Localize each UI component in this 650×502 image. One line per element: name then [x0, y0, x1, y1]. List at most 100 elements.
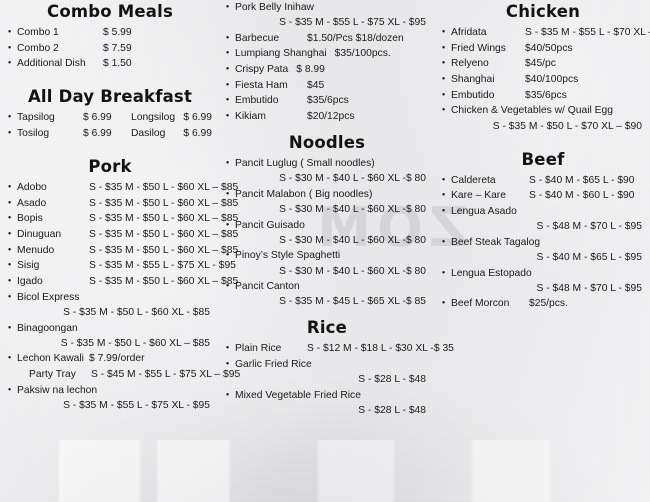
menu-item-name: Pancit Malabon ( Big noodles)	[235, 188, 373, 200]
section-title: Noodles	[288, 132, 366, 152]
list-bullet-icon: •	[8, 197, 12, 208]
list-bullet-icon: •	[226, 32, 230, 43]
menu-item-price: $ 6.99	[83, 128, 112, 139]
menu-section-all-day-breakfast: All Day Breakfast • Tapsilog $ 6.99 Longsilo…	[8, 85, 212, 142]
menu-item-row: S - $35 M - $50 L - $60 XL - $85	[8, 306, 212, 321]
list-bullet-icon: •	[226, 280, 230, 291]
list-bullet-icon: •	[8, 291, 12, 302]
menu-item-row: • Combo 1 $ 5.99	[8, 25, 212, 41]
menu-item-price: S - $35 M - $50 L - $60 XL – $85	[89, 244, 239, 256]
menu-item-price: S - $48 M - $70 L - $95	[536, 282, 642, 294]
list-bullet-icon: •	[8, 111, 12, 122]
menu-item-row: • Tapsilog $ 6.99 Longsilog $ 6.99	[8, 111, 212, 127]
menu-item-row: S - $48 M - $70 L - $95	[442, 282, 644, 297]
menu-item-price: S - $28 L - $48	[358, 374, 426, 386]
list-bullet-icon: •	[226, 94, 230, 105]
list-bullet-icon: •	[442, 26, 446, 37]
menu-section-combo-meals: Combo Meals • Combo 1 $ 5.99 • Combo 2 $ 7.59 •…	[8, 0, 212, 72]
menu-item-price: S - $35 M - $45 L - $65 XL -$ 85	[279, 296, 426, 308]
list-bullet-icon: •	[226, 1, 230, 12]
menu-section-noodles: Noodles • Pancit Luglug ( Small noodles) S …	[226, 131, 428, 311]
menu-item-name: Lengua Asado	[451, 205, 517, 217]
menu-item-name: Lengua Estopado	[451, 267, 532, 279]
menu-item-name: Mixed Vegetable Fried Rice	[235, 389, 361, 401]
list-bullet-icon: •	[226, 157, 230, 168]
menu-item-price: $ 6.99	[183, 112, 212, 124]
menu-item-row: • Crispy Pata $ 8.99	[226, 62, 428, 78]
menu-item-row: S - $35 M - $45 L - $65 XL -$ 85	[226, 295, 428, 310]
menu-item-name: Sisig	[17, 260, 40, 272]
menu-item-price: $35/100pcs.	[334, 48, 391, 60]
menu-item-price: $45	[307, 79, 325, 91]
list-bullet-icon: •	[8, 228, 12, 239]
menu-item-price: $ 1.50	[103, 58, 132, 70]
list-bullet-icon: •	[442, 205, 446, 216]
menu-section-beef: Beef • Caldereta S - $40 M - $65 L - $90 • Ka…	[442, 148, 644, 313]
menu-item-name: Fiesta Ham	[235, 79, 288, 91]
menu-item-list: • Combo 1 $ 5.99 • Combo 2 $ 7.59 • Additional …	[8, 25, 212, 72]
menu-item-price: S - $48 M - $70 L - $95	[536, 221, 642, 233]
menu-item-price: S - $35 M - $50 L - $60 XL – $85	[89, 276, 239, 288]
menu-item-price: S - $35 M - $50 L - $60 XL – $85	[89, 181, 239, 193]
menu-item-name: Paksiw na lechon	[17, 384, 98, 396]
menu-item-price: S - $35 M - $50 L - $60 XL - $85	[63, 306, 210, 318]
menu-item-row: • Kare – Kare S - $40 M - $60 L - $90	[442, 189, 644, 205]
section-title: Rice	[306, 318, 348, 338]
menu-item-name: Pancit Canton	[235, 281, 300, 293]
menu-item-row: • Pork Belly Inihaw	[226, 0, 428, 16]
list-bullet-icon: •	[442, 73, 446, 84]
menu-item-name: Beef Morcon	[451, 298, 510, 310]
menu-item-name: Tosilog	[17, 128, 50, 139]
menu-item-row: • Bicol Express	[8, 290, 212, 306]
section-title: Beef	[521, 149, 565, 169]
menu-item-row: • Pancit Luglug ( Small noodles)	[226, 156, 428, 172]
menu-item-row: • Binagoongan	[8, 321, 212, 337]
menu-item-price: S - $40 M - $65 L - $90	[529, 174, 635, 186]
list-bullet-icon: •	[8, 42, 12, 53]
menu-item-price: $ 7.99/order	[89, 353, 145, 365]
menu-item-row: • Afridata S - $35 M - $55 L - $70 XL –$ 9…	[442, 25, 650, 41]
list-bullet-icon: •	[442, 104, 446, 115]
menu-item-name: Relyeno	[451, 58, 489, 70]
list-bullet-icon: •	[8, 57, 12, 68]
list-bullet-icon: •	[442, 297, 446, 308]
menu-item-row: S - $35 M - $50 L - $70 XL – $90	[442, 119, 644, 134]
list-bullet-icon: •	[226, 188, 230, 199]
menu-item-row: S - $28 L - $48	[226, 404, 428, 419]
menu-column-right: Chicken • Afridata S - $35 M - $55 L - $70 …	[434, 0, 650, 502]
menu-item-row: S - $35 M - $55 L - $75 XL - $95	[8, 399, 212, 414]
menu-item-row: • Lengua Estopado	[442, 266, 644, 282]
menu-item-price: S - $35 M - $50 L - $60 XL – $85	[89, 197, 239, 209]
menu-item-row: • Chicken & Vegetables w/ Quail Egg	[442, 104, 644, 120]
menu-item-row: • Tosilog $ 6.99 Dasilog $ 6.99	[8, 126, 212, 142]
list-bullet-icon: •	[8, 244, 12, 255]
menu-item-name: Pinoy’s Style Spaghetti	[235, 250, 341, 262]
menu-item-name: Pancit Guisado	[235, 219, 305, 231]
menu-item-row: • Pancit Malabon ( Big noodles)	[226, 187, 428, 203]
list-bullet-icon: •	[226, 342, 230, 353]
menu-item-name: Additional Dish	[17, 58, 86, 70]
menu-item-name: Combo 1	[17, 27, 59, 38]
menu-item-row: • Caldereta S - $40 M - $65 L - $90	[442, 173, 644, 189]
menu-item-price: $40/100pcs	[525, 74, 579, 86]
menu-item-row: • Mixed Vegetable Fried Rice	[226, 388, 428, 404]
menu-item-row: • Combo 2 $ 7.59	[8, 41, 212, 57]
menu-item-name: Dasilog	[131, 128, 166, 139]
menu-item-name: Embutido	[451, 89, 495, 101]
menu-item-price: $ 5.99	[103, 27, 132, 38]
menu-item-row: • Fried Wings $40/50pcs	[442, 41, 644, 57]
menu-item-name: Fried Wings	[451, 42, 506, 54]
menu-item-row: • Embutido $35/6pcs	[226, 94, 428, 110]
menu-item-price: $35/6pcs	[307, 95, 349, 107]
menu-item-row: • Menudo S - $35 M - $50 L - $60 XL – $85	[8, 243, 238, 259]
menu-item-name: Lechon Kawali	[17, 353, 84, 365]
menu-item-price: S - $40 M - $60 L - $90	[529, 190, 635, 202]
menu-item-row: S - $28 L - $48	[226, 373, 428, 388]
list-bullet-icon: •	[442, 57, 446, 68]
menu-item-price: S - $30 M - $40 L - $60 XL -$ 80	[279, 265, 426, 277]
menu-item-name: Pork Belly Inihaw	[235, 1, 314, 13]
menu-item-name: Longsilog	[131, 112, 176, 124]
menu-item-price: S - $35 M - $55 L - $75 XL - $95	[89, 260, 236, 272]
